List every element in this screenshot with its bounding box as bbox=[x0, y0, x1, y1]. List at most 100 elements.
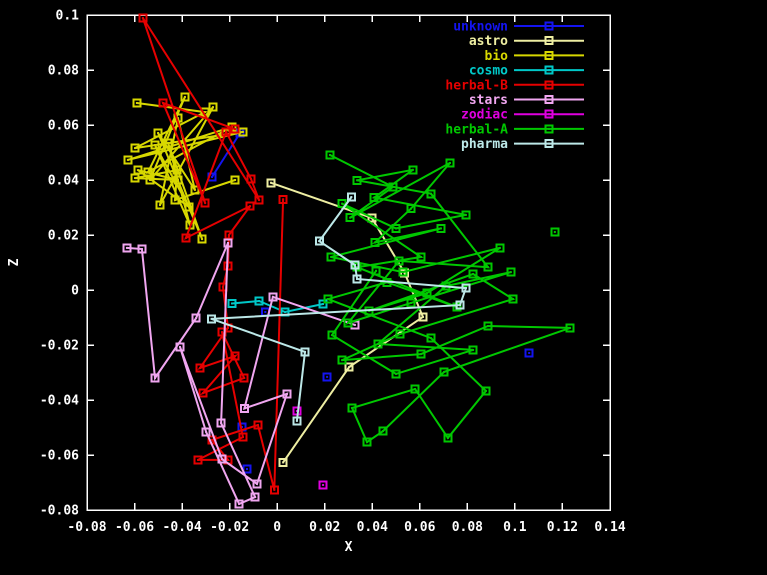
point-marker-dot bbox=[225, 130, 228, 133]
point-marker-dot bbox=[226, 326, 229, 329]
point-marker bbox=[483, 262, 493, 272]
point-marker-dot bbox=[250, 177, 253, 180]
point-marker-dot bbox=[548, 39, 550, 42]
point-marker bbox=[406, 298, 416, 308]
point-marker bbox=[221, 127, 231, 137]
point-marker-dot bbox=[184, 237, 187, 240]
point-marker bbox=[483, 321, 493, 331]
point-marker-dot bbox=[234, 128, 237, 131]
point-marker bbox=[175, 342, 185, 352]
legend-label-zodiac: zodiac bbox=[461, 108, 508, 123]
point-marker bbox=[369, 193, 379, 203]
point-marker bbox=[352, 274, 362, 284]
point-marker-dot bbox=[553, 230, 556, 233]
point-marker bbox=[394, 256, 404, 266]
z-tick-label: -0.06 bbox=[40, 449, 79, 464]
point-marker bbox=[172, 165, 182, 175]
point-marker bbox=[443, 433, 453, 443]
point-marker-dot bbox=[153, 144, 156, 147]
point-marker bbox=[347, 403, 357, 413]
point-marker bbox=[239, 404, 249, 414]
point-marker-dot bbox=[258, 199, 261, 202]
point-marker bbox=[223, 238, 233, 248]
point-marker bbox=[217, 454, 227, 464]
point-marker bbox=[345, 213, 355, 223]
legend-label-pharma: pharma bbox=[461, 137, 508, 152]
point-marker-dot bbox=[420, 256, 423, 258]
point-marker-dot bbox=[331, 334, 334, 337]
point-marker-dot bbox=[243, 407, 246, 410]
point-marker-dot bbox=[487, 325, 490, 328]
x-tick-label: 0.08 bbox=[452, 520, 483, 535]
plot-border bbox=[86, 14, 611, 511]
point-marker-dot bbox=[221, 331, 224, 334]
point-marker-dot bbox=[241, 130, 244, 133]
point-marker bbox=[198, 388, 208, 398]
point-marker-dot bbox=[349, 216, 352, 219]
series-line bbox=[324, 154, 571, 444]
point-marker-dot bbox=[158, 204, 161, 207]
point-marker bbox=[422, 288, 432, 298]
point-marker-dot bbox=[449, 161, 452, 164]
point-marker bbox=[180, 92, 190, 102]
point-marker-dot bbox=[351, 406, 354, 409]
point-marker-dot bbox=[328, 153, 331, 156]
point-marker-dot bbox=[221, 285, 224, 288]
point-marker-dot bbox=[498, 246, 501, 249]
point-marker bbox=[388, 182, 398, 192]
point-marker bbox=[122, 243, 132, 253]
point-marker bbox=[426, 189, 436, 199]
point-marker bbox=[230, 124, 240, 134]
point-marker-dot bbox=[374, 241, 377, 244]
point-marker bbox=[130, 173, 140, 183]
point-marker bbox=[190, 185, 200, 195]
point-marker-dot bbox=[231, 302, 234, 305]
point-marker bbox=[506, 267, 516, 277]
point-marker bbox=[344, 362, 354, 372]
point-marker-dot bbox=[326, 375, 329, 378]
point-marker bbox=[408, 165, 418, 175]
series-line bbox=[211, 132, 241, 178]
point-marker-dot bbox=[381, 430, 384, 433]
point-marker bbox=[195, 363, 205, 373]
point-marker bbox=[227, 298, 237, 308]
series-zodiac bbox=[292, 406, 328, 490]
legend: unknownastrobiocosmoherbal-Bstarszodiach… bbox=[445, 20, 584, 152]
point-marker bbox=[468, 345, 478, 355]
point-marker-dot bbox=[178, 345, 181, 348]
point-marker bbox=[373, 339, 383, 349]
point-marker-dot bbox=[197, 458, 200, 461]
point-marker bbox=[292, 416, 302, 426]
point-marker-dot bbox=[271, 295, 274, 298]
point-marker bbox=[322, 372, 332, 382]
series-bio bbox=[123, 92, 248, 244]
point-marker-dot bbox=[205, 430, 208, 433]
point-marker-dot bbox=[350, 196, 353, 199]
point-marker bbox=[343, 318, 353, 328]
series-herbal-B bbox=[138, 13, 288, 495]
series-line bbox=[141, 17, 285, 491]
point-marker bbox=[197, 234, 207, 244]
point-marker bbox=[410, 384, 420, 394]
x-tick-label: 0 bbox=[273, 520, 281, 535]
point-marker-dot bbox=[193, 188, 196, 191]
point-marker-dot bbox=[167, 141, 170, 144]
point-marker-dot bbox=[226, 458, 229, 461]
point-marker-dot bbox=[410, 301, 413, 304]
point-marker-dot bbox=[472, 273, 475, 276]
point-marker-dot bbox=[375, 269, 378, 272]
point-marker-dot bbox=[487, 266, 490, 269]
point-marker-dot bbox=[327, 298, 330, 301]
point-marker bbox=[455, 300, 465, 310]
point-marker-dot bbox=[256, 424, 259, 427]
point-marker-dot bbox=[356, 179, 359, 182]
point-marker-dot bbox=[198, 367, 201, 370]
point-marker-dot bbox=[484, 389, 487, 392]
point-marker bbox=[352, 175, 362, 185]
point-marker-dot bbox=[356, 266, 359, 269]
point-marker bbox=[406, 204, 416, 214]
point-marker bbox=[253, 420, 263, 430]
point-marker-dot bbox=[420, 353, 423, 356]
point-marker-dot bbox=[548, 127, 550, 130]
point-marker bbox=[439, 367, 449, 377]
